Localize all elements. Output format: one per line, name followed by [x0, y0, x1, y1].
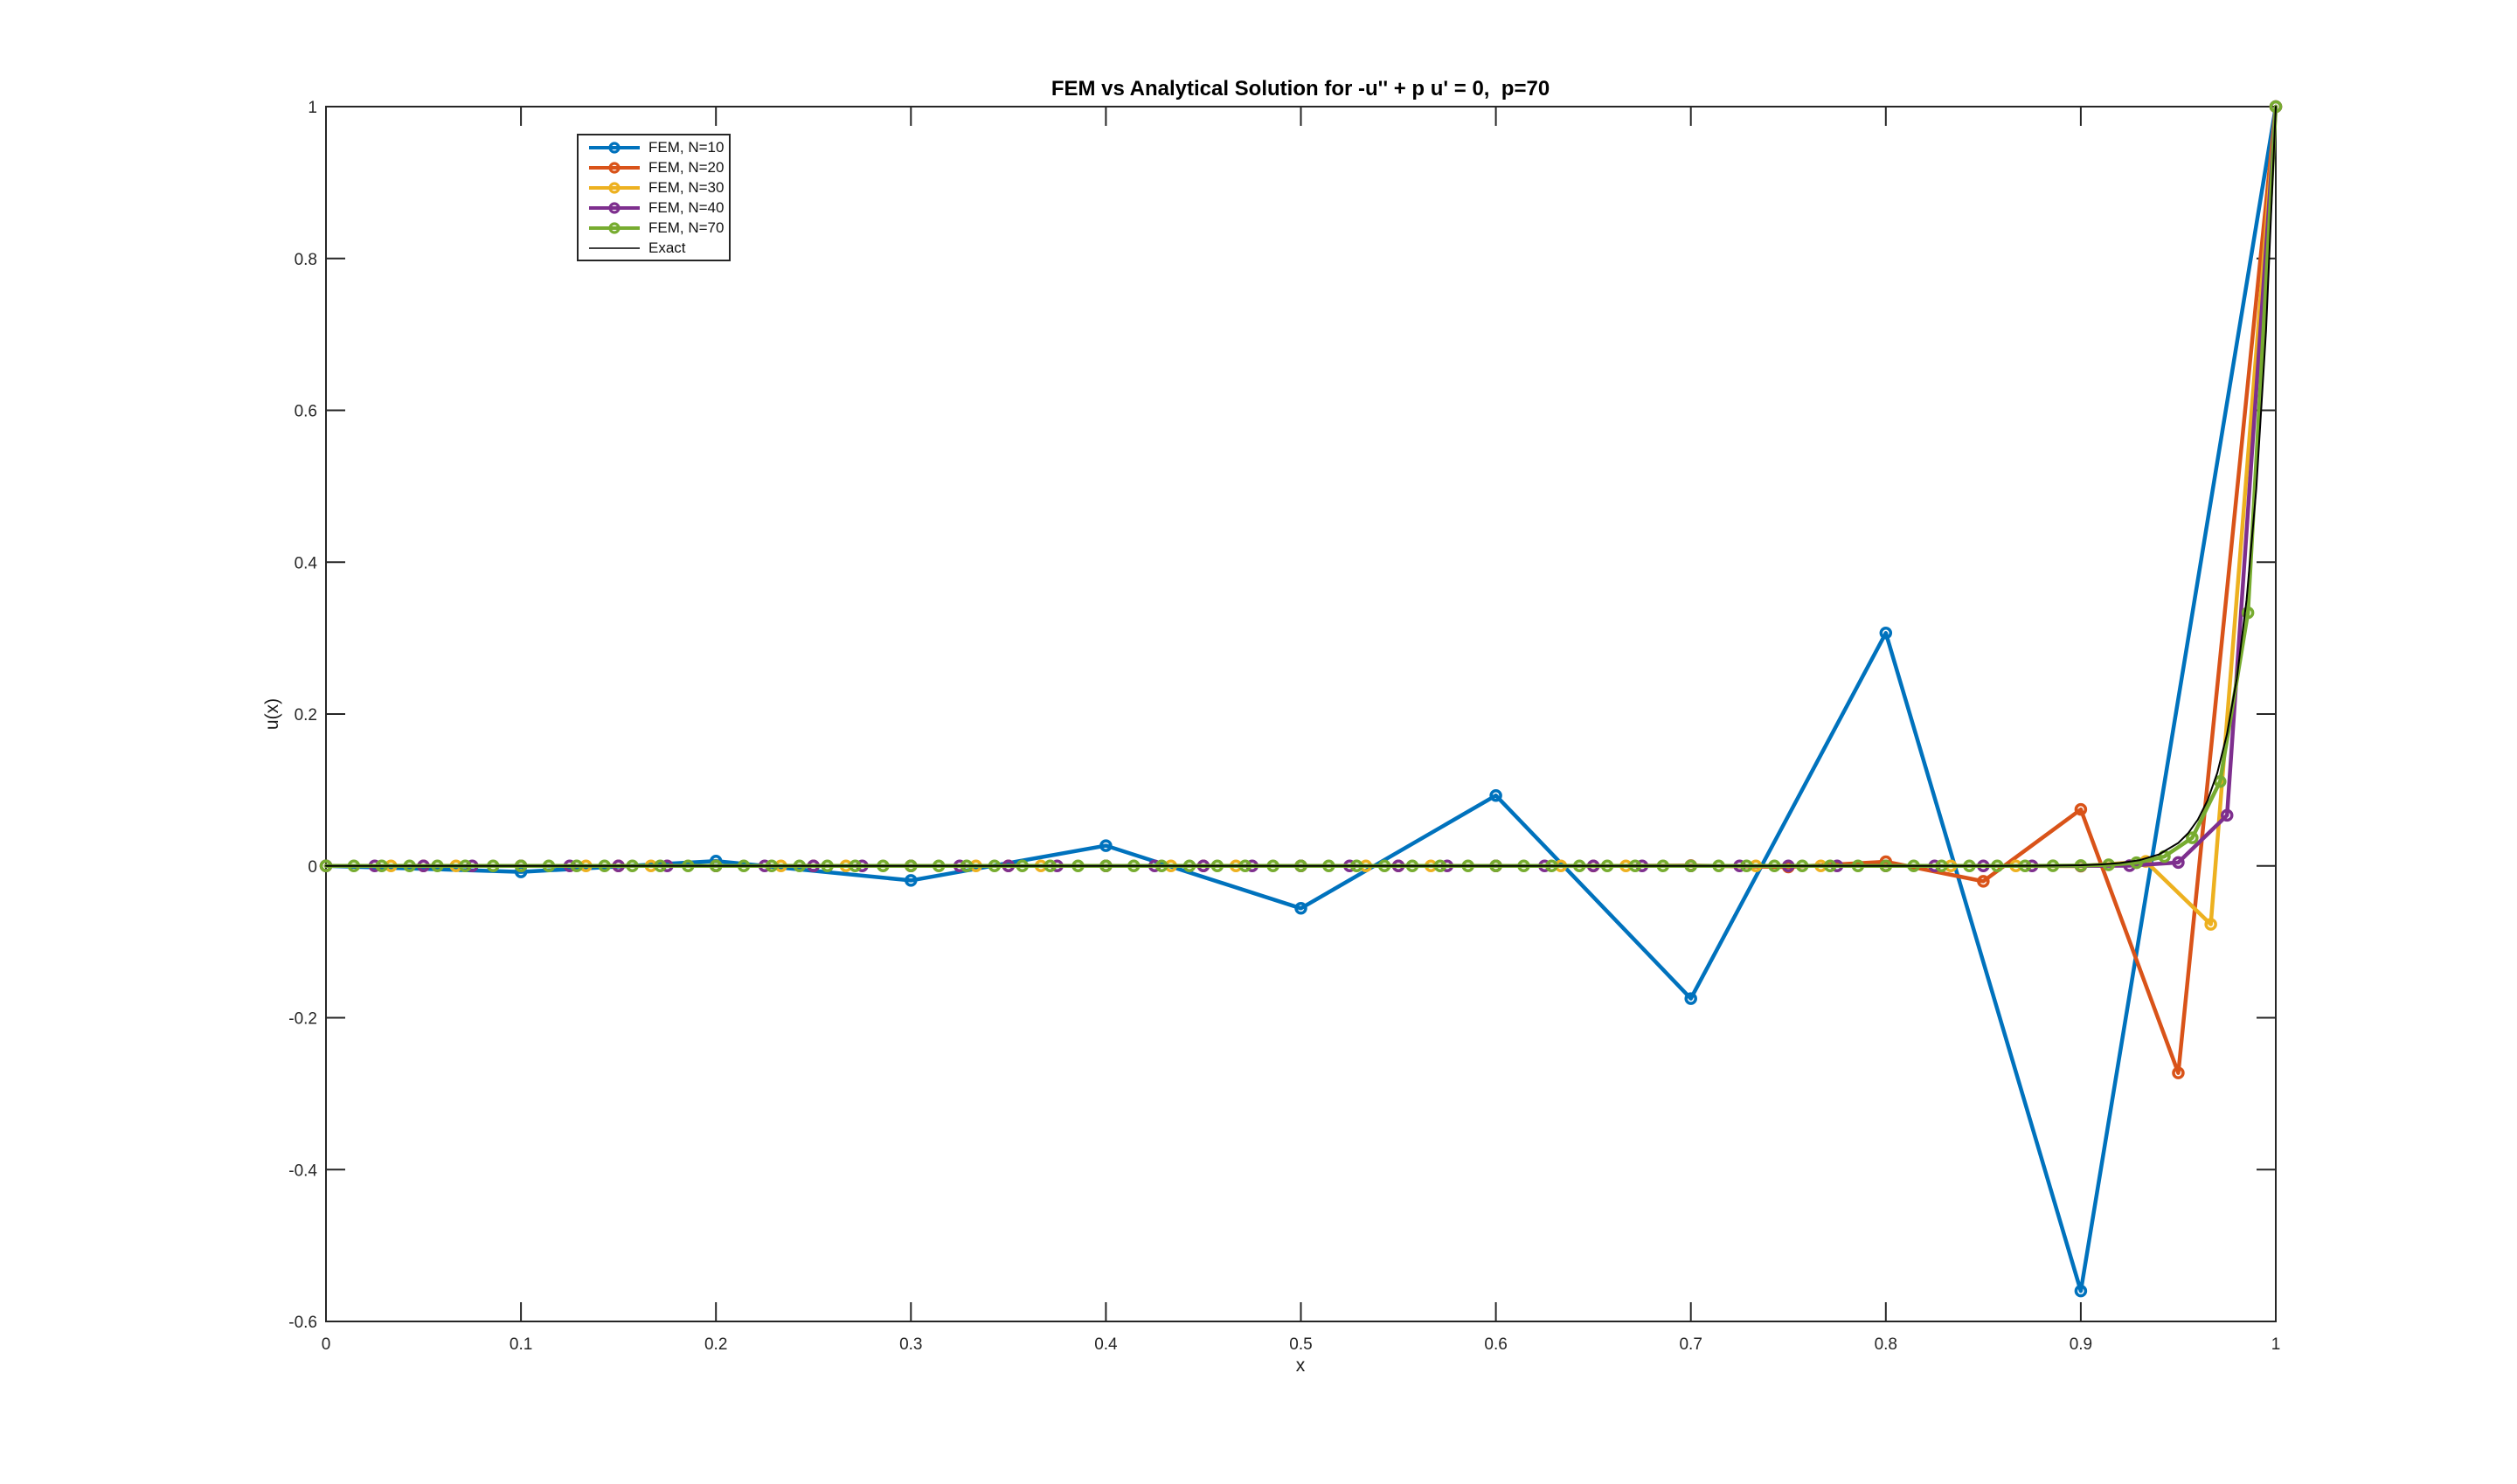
x-tick-label: 0.6	[1484, 1335, 1507, 1354]
series-marker-3	[2172, 856, 2185, 870]
x-tick-label: 0	[322, 1335, 331, 1354]
series-marker-0	[2074, 1284, 2088, 1298]
y-tick-label: 1	[308, 99, 317, 117]
legend-item-label: FEM, N=20	[648, 158, 725, 176]
y-tick-label: -0.6	[288, 1314, 317, 1332]
legend-line-sample	[589, 246, 640, 249]
x-tick-label: 0.1	[510, 1335, 532, 1354]
legend-item-label: FEM, N=10	[648, 138, 725, 156]
x-tick-label: 1	[2271, 1335, 2281, 1354]
x-tick-label: 0.8	[1875, 1335, 1897, 1354]
x-tick-label: 0.5	[1289, 1335, 1312, 1354]
y-tick-label: 0	[308, 858, 317, 877]
series-marker-4	[2214, 774, 2227, 788]
legend-item-label: FEM, N=30	[648, 178, 725, 196]
x-tick-label: 0.2	[704, 1335, 727, 1354]
series-marker-2	[2204, 918, 2217, 931]
series-line-0	[323, 104, 2278, 1293]
legend-item-label: Exact	[648, 239, 686, 256]
legend-item-fem-n10: FEM, N=10	[587, 137, 729, 157]
legend-item-label: FEM, N=70	[648, 218, 725, 236]
series-marker-0	[1099, 839, 1113, 852]
y-tick-label: -0.2	[288, 1010, 317, 1029]
y-tick-label: 0.2	[295, 706, 317, 725]
y-tick-label: 0.6	[295, 403, 317, 421]
series-marker-0	[905, 874, 918, 887]
series-marker-1	[2074, 802, 2088, 816]
series-marker-0	[1879, 627, 1893, 640]
y-axis-label: u(x)	[262, 697, 282, 731]
legend-item-fem-n70: FEM, N=70	[587, 218, 729, 238]
legend-item-label: FEM, N=40	[648, 198, 725, 216]
legend-item-fem-n30: FEM, N=30	[587, 177, 729, 198]
x-axis-label: x	[1295, 1356, 1306, 1376]
series-marker-3	[2220, 808, 2234, 822]
series-marker-4	[2186, 831, 2199, 844]
y-tick-label: 0.4	[295, 554, 318, 572]
series-marker-4	[2241, 606, 2255, 620]
legend-line-marker-sample	[589, 161, 640, 174]
legend: FEM, N=10 FEM, N=20 FEM, N=30 FEM, N=40	[577, 134, 731, 261]
series-line-5	[325, 106, 2277, 867]
y-tick-label: 0.8	[295, 251, 317, 269]
series-marker-0	[1489, 788, 1502, 802]
x-tick-label: 0.4	[1094, 1335, 1118, 1354]
series-marker-0	[1294, 902, 1307, 915]
series-marker-0	[1684, 992, 1697, 1005]
series-marker-1	[2172, 1066, 2185, 1079]
legend-line-marker-sample	[589, 201, 640, 214]
x-tick-label: 0.9	[2070, 1335, 2092, 1354]
legend-item-exact: Exact	[587, 238, 729, 258]
legend-item-fem-n20: FEM, N=20	[587, 157, 729, 177]
legend-line-marker-sample	[589, 141, 640, 154]
x-tick-label: 0.7	[1679, 1335, 1702, 1354]
x-tick-label: 0.3	[899, 1335, 922, 1354]
series-marker-4	[2130, 856, 2143, 870]
legend-line-marker-sample	[589, 221, 640, 234]
chart-title: FEM vs Analytical Solution for -u'' + p …	[1050, 77, 1550, 101]
legend-item-fem-n40: FEM, N=40	[587, 198, 729, 218]
axes-frame	[325, 106, 2277, 1322]
series-marker-1	[1977, 875, 1990, 888]
legend-line-marker-sample	[589, 181, 640, 194]
y-tick-label: -0.4	[288, 1162, 317, 1180]
